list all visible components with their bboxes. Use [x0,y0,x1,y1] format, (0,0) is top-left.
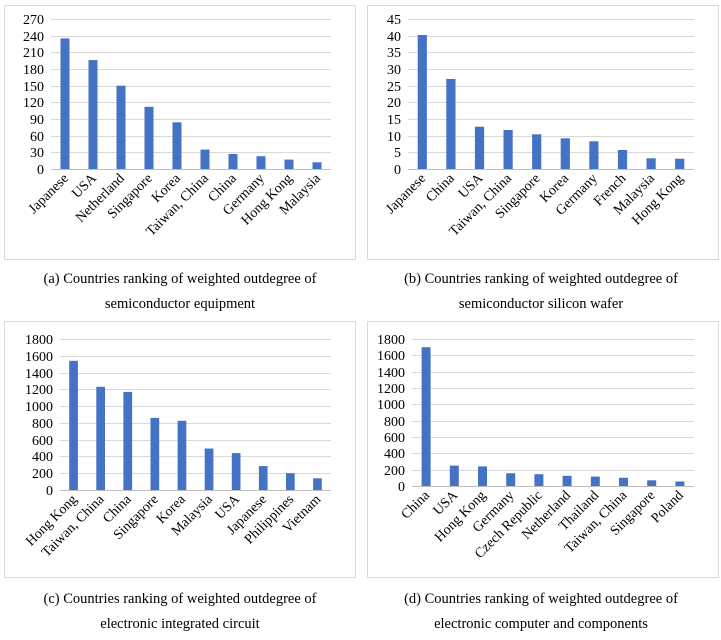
chart-c-ytick-label: 1000 [25,400,53,415]
chart-d-caption-line1: (d) Countries ranking of weighted outdeg… [404,591,678,607]
chart-a-ytick-label: 120 [23,96,44,111]
chart-d-ytick-label: 600 [384,431,405,446]
chart-b-bar [646,158,656,169]
chart-b-ytick-label: 25 [387,80,401,95]
chart-b-ytick-label: 15 [387,113,401,128]
chart-b-bar [589,141,599,169]
chart-d-bar [421,347,431,486]
chart-d-bar [562,475,572,486]
chart-c-ytick-label: 0 [46,484,53,499]
chart-d-bar [619,477,628,486]
chart-c-ytick-label: 600 [32,434,53,449]
chart-a-ytick-label: 30 [30,146,44,161]
chart-b-bar [446,79,456,169]
chart-c-bar [69,360,78,490]
chart-b-bar [417,35,427,169]
chart-d-ytick-label: 0 [398,480,405,495]
chart-b-bar [503,130,513,169]
chart-d-caption: (d) Countries ranking of weighted outdeg… [361,587,721,637]
chart-a-bar [256,156,266,169]
chart-a-bar [200,149,210,169]
chart-b-ytick-label: 5 [394,146,401,161]
chart-a-ytick-label: 270 [23,13,44,28]
chart-c-ytick-label: 200 [32,467,53,482]
chart-b-ytick-label: 45 [387,13,401,28]
chart-a-bar [88,60,98,169]
chart-a-bar [228,154,238,169]
chart-c-caption-line1: (c) Countries ranking of weighted outdeg… [43,591,317,607]
chart-a-ytick-label: 150 [23,80,44,95]
chart-a-bar [312,162,322,169]
chart-d-ytick-label: 800 [384,415,405,430]
chart-a-ytick-label: 210 [23,46,44,61]
chart-a-bar [172,122,182,169]
chart-b-ytick-label: 0 [394,163,401,178]
chart-c-bar [177,420,187,490]
chart-a-bar [116,85,126,169]
chart-a-ytick-label: 180 [23,63,44,78]
chart-c-ytick-label: 1600 [25,350,53,365]
chart-a-caption-line2: semiconductor equipment [104,296,256,312]
chart-d-caption-line2: electronic computer and components [434,616,648,632]
chart-b-caption-line2: semiconductor silicon wafer [458,296,624,312]
chart-a-bar [60,38,70,170]
chart-c-bar [96,386,105,490]
chart-a-ytick-label: 240 [23,30,44,45]
chart-b-caption-line1: (b) Countries ranking of weighted outdeg… [404,271,678,287]
chart-d-bar [534,474,544,486]
chart-b-bar [532,134,542,169]
chart-d-bar [506,473,516,486]
chart-a-bar [284,159,294,169]
chart-a-caption-line1: (a) Countries ranking of weighted outdeg… [43,271,317,287]
chart-c-caption-line2: electronic integrated circuit [100,616,260,632]
chart-c-bar [313,478,322,490]
chart-d-bar [590,476,600,486]
chart-c-ytick-label: 1800 [25,333,53,348]
chart-d-ytick-label: 1000 [377,398,405,413]
chart-a-ytick-label: 0 [37,163,44,178]
chart-b-ytick-label: 20 [387,96,401,111]
chart-c-ytick-label: 400 [32,450,53,465]
chart-d-bar [449,465,459,486]
chart-d-ytick-label: 1200 [377,382,405,397]
chart-b-bar [474,126,485,169]
chart-c-ytick-label: 800 [32,417,53,432]
chart-d-ytick-label: 400 [384,447,405,462]
chart-c-bar [204,448,214,490]
chart-b-caption: (b) Countries ranking of weighted outdeg… [361,267,721,317]
chart-a-ytick-label: 60 [30,130,44,145]
chart-b-ytick-label: 35 [387,46,401,61]
chart-b-bar [560,138,570,169]
chart-d-ytick-label: 1400 [377,366,405,381]
chart-c-bar [231,453,241,490]
chart-d-bar [675,481,685,486]
chart-b-bar [675,158,685,169]
chart-d-bar [647,480,657,486]
chart-d-ytick-label: 1800 [377,333,405,348]
chart-d-frame [367,321,719,578]
chart-a-ytick-label: 90 [30,113,44,128]
chart-d-ytick-label: 1600 [377,349,405,364]
chart-a-bar [144,106,154,169]
chart-c-bar [150,417,160,490]
chart-a-caption: (a) Countries ranking of weighted outdeg… [0,267,360,317]
chart-c-bar [123,391,133,490]
chart-d-ytick-label: 200 [384,464,405,479]
chart-c-bar [258,466,268,490]
chart-c-ytick-label: 1200 [25,383,53,398]
chart-c-ytick-label: 1400 [25,367,53,382]
chart-b-bar [617,150,628,169]
chart-c-bar [286,473,295,490]
chart-d-bar [478,466,487,486]
chart-b-ytick-label: 30 [387,63,401,78]
chart-b-ytick-label: 40 [387,30,401,45]
chart-c-caption: (c) Countries ranking of weighted outdeg… [0,587,360,637]
chart-b-ytick-label: 10 [387,130,401,145]
